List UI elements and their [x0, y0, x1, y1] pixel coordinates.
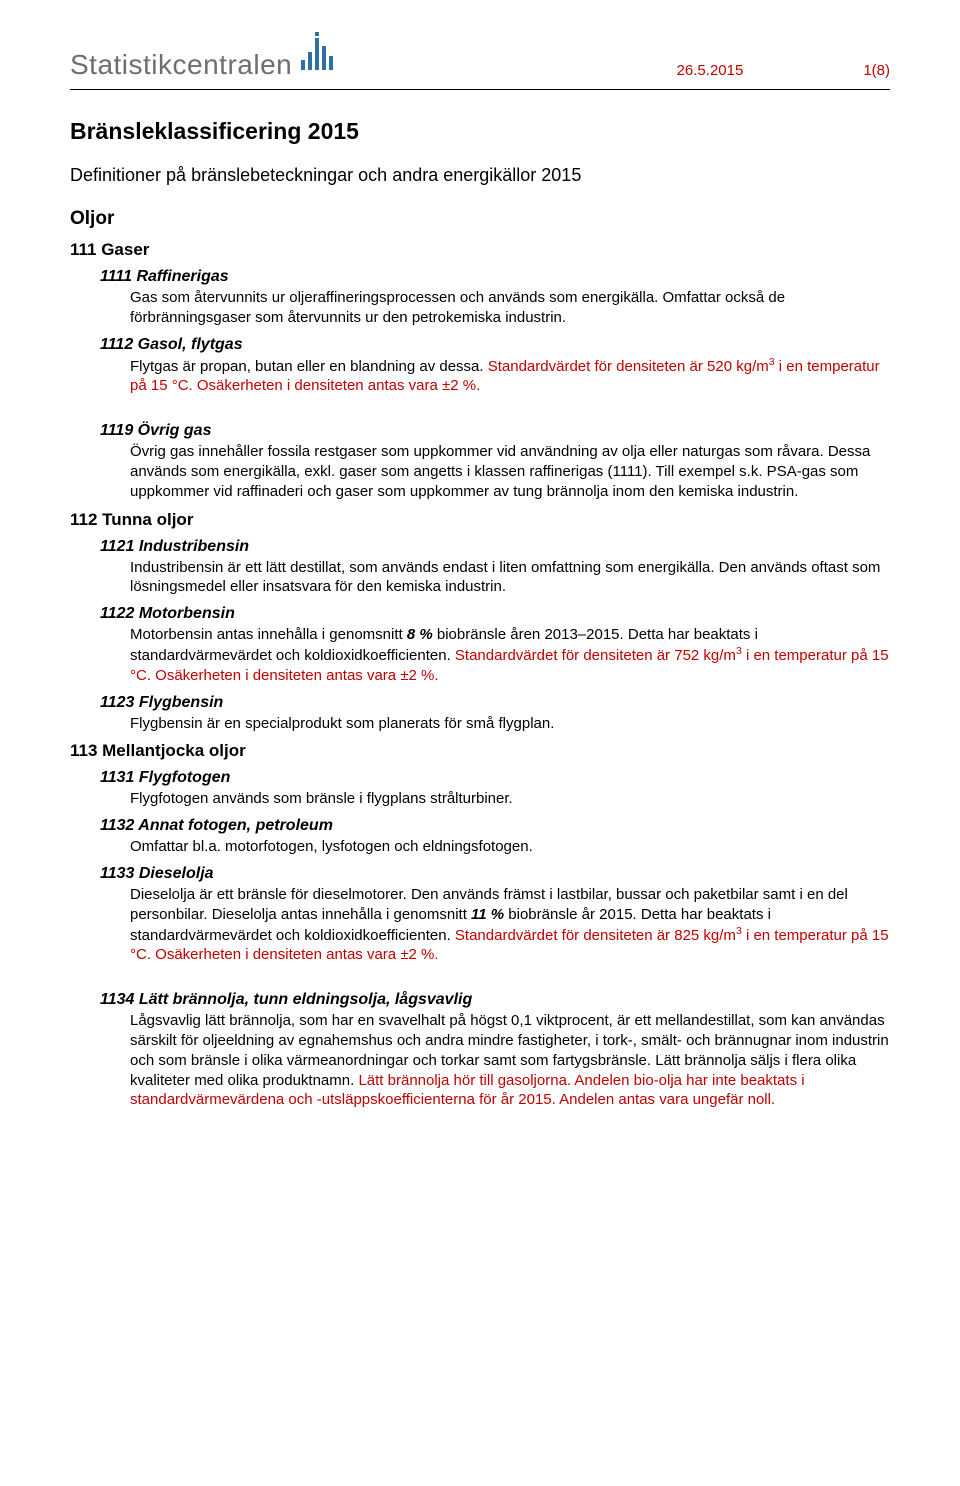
date-page-row: 26.5.2015 1(8)	[677, 62, 890, 79]
heading-1122: 1122 Motorbensin	[100, 605, 890, 623]
page-indicator: 1(8)	[863, 62, 890, 79]
body-1123: Flygbensin är en specialprodukt som plan…	[130, 714, 890, 734]
logo-bars-icon	[298, 30, 340, 81]
body-1119: Övrig gas innehåller fossila restgaser s…	[130, 442, 890, 501]
logo-block: Statistikcentralen	[70, 30, 340, 81]
heading-112: 112 Tunna oljor	[70, 510, 890, 530]
logo-text: Statistikcentralen	[70, 49, 292, 81]
heading-1111: 1111 Raffinerigas	[100, 268, 890, 286]
heading-1121: 1121 Industribensin	[100, 538, 890, 556]
body-1112-red1: Standardvärdet för densiteten är 520 kg/…	[488, 358, 769, 375]
body-1131: Flygfotogen används som bränsle i flygpl…	[130, 789, 890, 809]
heading-111: 111 Gaser	[70, 240, 890, 260]
heading-1123: 1123 Flygbensin	[100, 694, 890, 712]
heading-113: 113 Mellantjocka oljor	[70, 741, 890, 761]
heading-1134: 1134 Lätt brännolja, tunn eldningsolja, …	[100, 991, 890, 1009]
heading-1131: 1131 Flygfotogen	[100, 769, 890, 787]
body-1121: Industribensin är ett lätt destillat, so…	[130, 558, 890, 598]
heading-1112: 1112 Gasol, flytgas	[100, 336, 890, 354]
heading-1119: 1119 Övrig gas	[100, 422, 890, 440]
header-divider	[70, 89, 890, 90]
body-1133-bi: 11 %	[471, 906, 504, 923]
body-1112: Flytgas är propan, butan eller en blandn…	[130, 356, 890, 397]
body-1122-red1: Standardvärdet för densiteten är 752 kg/…	[455, 647, 736, 664]
main-title: Bränsleklassificering 2015	[70, 118, 890, 145]
document-page: Statistikcentralen 26.5.2015 1(8)	[0, 0, 960, 1486]
heading-1132: 1132 Annat fotogen, petroleum	[100, 817, 890, 835]
spacer	[70, 973, 890, 983]
document-date: 26.5.2015	[677, 62, 744, 79]
body-1112-pre: Flytgas är propan, butan eller en blandn…	[130, 358, 488, 375]
heading-1133: 1133 Dieselolja	[100, 865, 890, 883]
body-1134: Lågsvavlig lätt brännolja, som har en sv…	[130, 1011, 890, 1110]
body-1132: Omfattar bl.a. motorfotogen, lysfotogen …	[130, 837, 890, 857]
body-1133-red1: Standardvärdet för densiteten är 825 kg/…	[455, 927, 736, 944]
body-1111: Gas som återvunnits ur oljeraffineringsp…	[130, 288, 890, 328]
heading-oljor: Oljor	[70, 208, 890, 230]
spacer	[70, 404, 890, 414]
body-1122-bi: 8 %	[407, 626, 433, 643]
header-row: Statistikcentralen 26.5.2015 1(8)	[70, 30, 890, 81]
subtitle: Definitioner på bränslebeteckningar och …	[70, 165, 890, 186]
body-1133: Dieselolja är ett bränsle för dieselmoto…	[130, 885, 890, 965]
body-1122: Motorbensin antas innehålla i genomsnitt…	[130, 625, 890, 685]
body-1122-pre1: Motorbensin antas innehålla i genomsnitt	[130, 626, 407, 643]
